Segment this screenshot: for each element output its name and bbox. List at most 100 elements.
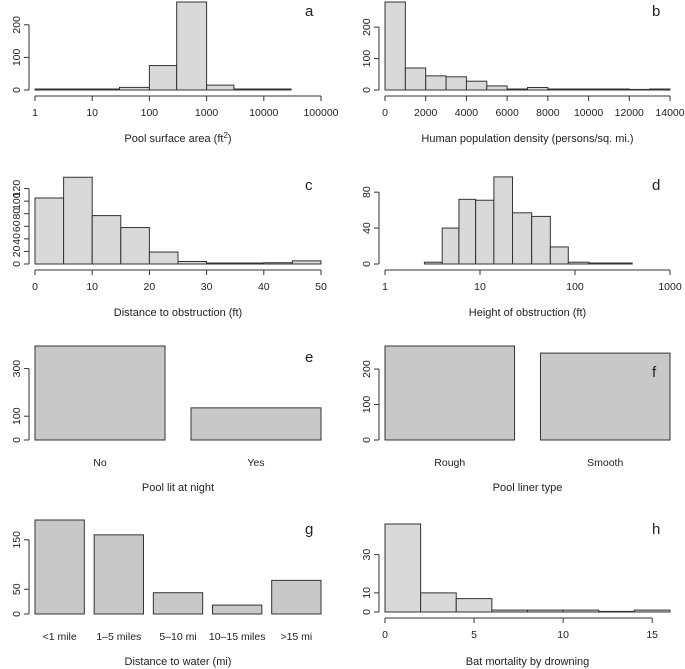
panel-f: Rough Smooth 0 100 200 Pool liner type f <box>361 345 671 494</box>
y-tick-label: 0 <box>11 261 23 267</box>
bar-c-5 <box>177 260 208 265</box>
x-tick-label: 14000 <box>655 107 684 119</box>
category-label: Smooth <box>587 457 623 469</box>
bar-c-0 <box>34 197 65 265</box>
y-tick-label: 0 <box>361 437 373 443</box>
bar-d-7 <box>549 246 569 265</box>
y-tick-label: 150 <box>11 531 23 549</box>
x-tick-label: 10000 <box>574 107 603 119</box>
x-tick-label: 20 <box>144 281 156 293</box>
bar-g-4 <box>271 579 322 615</box>
bar-a-5 <box>206 84 235 91</box>
x-tick-label: 10 <box>86 281 98 293</box>
panel-letter: c <box>305 177 313 194</box>
bar-a-6 <box>233 88 292 91</box>
y-tick-label: 60 <box>11 220 23 232</box>
panel-letter: f <box>652 364 657 381</box>
y-tick-label: 0 <box>11 87 23 93</box>
x-tick-label: 30 <box>201 281 213 293</box>
bar-e-0 <box>34 345 166 441</box>
y-tick-label: 0 <box>11 611 23 617</box>
x-axis-title: Human population density (persons/sq. mi… <box>421 133 633 145</box>
bar-b-8 <box>547 88 569 91</box>
y-tick-label: 50 <box>11 583 23 595</box>
bar-d-8 <box>567 261 590 265</box>
bar-h-2 <box>455 598 493 613</box>
bar-a-0 <box>34 88 93 91</box>
bar-c-7 <box>234 262 265 265</box>
category-label: No <box>93 457 107 469</box>
bar-a-3 <box>148 65 178 91</box>
category-label: 5–10 mi <box>159 631 196 643</box>
bar-f-1 <box>539 352 671 441</box>
bar-h-6 <box>598 610 635 613</box>
bar-a-2 <box>118 86 150 91</box>
bar-b-13 <box>649 88 671 91</box>
bar-c-6 <box>206 262 236 265</box>
x-tick-label: 2000 <box>414 107 438 119</box>
category-label: 10–15 miles <box>209 631 266 643</box>
y-tick-label: 200 <box>11 16 23 34</box>
x-tick-label: 0 <box>382 629 388 641</box>
bar-h-0 <box>384 523 422 613</box>
x-tick-label: 10 <box>86 107 98 119</box>
y-tick-label: 0 <box>361 87 373 93</box>
bar-c-3 <box>120 227 150 265</box>
x-axis-title: Distance to obstruction (ft) <box>114 307 242 319</box>
bar-d-1 <box>441 227 460 265</box>
bar-g-2 <box>152 592 204 615</box>
y-tick-label: 0 <box>361 261 373 267</box>
x-tick-label: 1000 <box>658 281 682 293</box>
y-tick-label: 100 <box>11 407 23 425</box>
y-tick-label: 80 <box>361 186 373 198</box>
bar-b-2 <box>425 75 447 91</box>
bar-h-5 <box>562 609 600 613</box>
bar-f-0 <box>384 345 516 441</box>
x-tick-label: 1 <box>32 107 38 119</box>
bar-h-1 <box>420 592 457 613</box>
x-tick-label: 100 <box>141 107 159 119</box>
bar-e-1 <box>190 407 322 441</box>
x-tick-label: 8000 <box>536 107 560 119</box>
x-tick-label: 4000 <box>455 107 479 119</box>
bar-b-1 <box>404 67 427 91</box>
bar-b-0 <box>384 1 406 91</box>
x-axis-title: Pool liner type <box>493 482 563 494</box>
x-tick-label: 6000 <box>495 107 519 119</box>
bar-b-10 <box>588 88 610 91</box>
bar-b-11 <box>608 88 630 91</box>
bar-g-3 <box>212 604 263 615</box>
y-tick-label: 0 <box>361 609 373 615</box>
panel-letter: d <box>652 177 660 194</box>
y-tick-label: 120 <box>11 180 23 198</box>
panel-a: 0 100 200 1 10 100 1000 10000 100000 Pool surface… <box>11 1 339 145</box>
x-axis-title: Pool lit at night <box>142 482 214 494</box>
x-tick-label: 0 <box>382 107 388 119</box>
panel-e: No Yes 0 100 300 Pool lit at night e <box>11 345 322 494</box>
panel-letter: b <box>652 3 660 20</box>
category-label: 1–5 miles <box>96 631 141 643</box>
bar-b-6 <box>506 88 528 91</box>
y-tick-label: 40 <box>11 233 23 245</box>
x-tick-label: 10000 <box>249 107 278 119</box>
x-tick-label: 12000 <box>615 107 644 119</box>
bar-d-5 <box>512 212 533 265</box>
panel-letter: h <box>652 521 660 538</box>
panel-letter: e <box>305 349 313 366</box>
x-tick-label: 100000 <box>303 107 338 119</box>
x-axis-title: Distance to water (mi) <box>125 656 232 668</box>
bar-h-4 <box>527 609 564 613</box>
y-tick-label: 30 <box>361 549 373 561</box>
y-tick-label: 300 <box>11 360 23 378</box>
panel-d: 0 40 80 1 10 100 1000 Height of obstruction (ft… <box>361 176 682 319</box>
bar-b-7 <box>527 86 549 91</box>
y-tick-label: 20 <box>11 245 23 257</box>
x-tick-label: 40 <box>258 281 270 293</box>
bar-c-2 <box>91 215 122 265</box>
x-tick-label: 5 <box>471 629 477 641</box>
bar-d-6 <box>531 215 551 265</box>
bar-g-0 <box>34 519 85 615</box>
bar-h-3 <box>491 609 528 613</box>
